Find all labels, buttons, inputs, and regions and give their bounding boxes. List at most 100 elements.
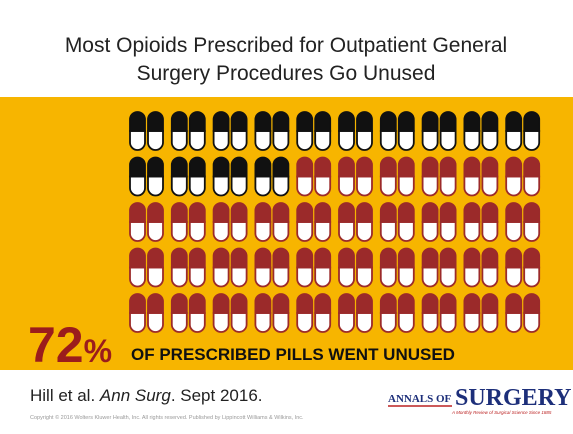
pill-bottom [523, 175, 541, 197]
pill-top [147, 202, 164, 223]
pill-top [379, 156, 397, 178]
pill-top [523, 156, 541, 178]
pill-bottom [523, 221, 541, 242]
pill-top [170, 111, 188, 132]
pill-bottom [170, 130, 188, 151]
copyright: Copyright © 2016 Wolters Kluwer Health, … [30, 414, 304, 421]
pill-top [272, 156, 290, 178]
pill-bottom [254, 221, 272, 242]
stat-value: 72 [28, 317, 84, 373]
pill-bottom [314, 266, 332, 288]
pill-top [296, 156, 314, 178]
pill-top [421, 111, 439, 132]
pill-bottom [212, 175, 230, 197]
pill-top [397, 111, 415, 132]
pill-top [505, 202, 523, 223]
pill-top [188, 156, 206, 178]
pill-bottom [523, 312, 541, 333]
pill-bottom [439, 175, 457, 197]
pill-bottom [230, 130, 248, 151]
pill-top [338, 202, 355, 223]
pill-bottom [129, 175, 146, 197]
pill-top [439, 293, 457, 314]
pill-top [356, 293, 373, 314]
stat-unit: % [84, 333, 112, 369]
pill-bottom [523, 130, 541, 151]
pill-bottom [254, 130, 272, 151]
pill-bottom [129, 266, 146, 288]
pill-top [379, 111, 397, 132]
title-line: Most Opioids Prescribed for Outpatient G… [65, 34, 507, 57]
pill-bottom [338, 130, 355, 151]
pill-bottom [505, 130, 523, 151]
pill-top [129, 293, 146, 314]
pill-top [254, 293, 272, 314]
pill-top [212, 247, 230, 269]
pill-bottom [356, 130, 373, 151]
pill-bottom [481, 130, 499, 151]
pill-bottom [272, 221, 290, 242]
pill-bottom [272, 312, 290, 333]
pill-top [523, 247, 541, 269]
pill-bottom [129, 221, 146, 242]
pill-bottom [439, 266, 457, 288]
logo-prefix: ANNALS OF [388, 393, 452, 405]
pill-bottom [481, 175, 499, 197]
pill-bottom [356, 221, 373, 242]
pill-bottom [439, 312, 457, 333]
pill-bottom [421, 312, 439, 333]
pill-bottom [421, 130, 439, 151]
pill-top [230, 247, 248, 269]
pill-top [272, 293, 290, 314]
pill-top [230, 293, 248, 314]
pill-bottom [397, 266, 415, 288]
logo-name: SURGERY [455, 385, 572, 411]
stat: 72% [28, 317, 112, 373]
pill-top [421, 293, 439, 314]
pill-top [272, 111, 290, 132]
pill-top [314, 247, 332, 269]
pill-top [188, 247, 206, 269]
pill-bottom [356, 175, 373, 197]
pill-bottom [296, 221, 314, 242]
pill-top [170, 293, 188, 314]
pill-top [379, 202, 397, 223]
pill-bottom [212, 221, 230, 242]
pill-grid [129, 111, 541, 333]
pill-bottom [296, 266, 314, 288]
pill-bottom [272, 175, 290, 197]
pill-bottom [212, 130, 230, 151]
pill-top [481, 202, 499, 223]
pill-bottom [147, 130, 164, 151]
pill-top [463, 111, 481, 132]
pill-bottom [505, 266, 523, 288]
pill-top [338, 293, 355, 314]
pill-bottom [421, 221, 439, 242]
pill-top [147, 247, 164, 269]
pill-top [356, 111, 373, 132]
pill-bottom [463, 266, 481, 288]
pill-top [379, 247, 397, 269]
pill-bottom [481, 221, 499, 242]
pill-top [254, 156, 272, 178]
pill-top [463, 293, 481, 314]
pill-bottom [170, 221, 188, 242]
pill-bottom [272, 130, 290, 151]
pill-bottom [338, 312, 355, 333]
pill-top [338, 156, 355, 178]
pill-bottom [314, 312, 332, 333]
pill-bottom [272, 266, 290, 288]
logo-tagline: A Monthly Review of Surgical Science Sin… [451, 410, 552, 415]
pill-bottom [129, 312, 146, 333]
pill-top [463, 156, 481, 178]
pill-top [296, 202, 314, 223]
pill-bottom [230, 221, 248, 242]
pill-bottom [397, 221, 415, 242]
pill-top [129, 202, 146, 223]
pill-top [505, 156, 523, 178]
pill-top [254, 111, 272, 132]
pill-bottom [296, 175, 314, 197]
pill-top [439, 111, 457, 132]
pill-top [129, 247, 146, 269]
